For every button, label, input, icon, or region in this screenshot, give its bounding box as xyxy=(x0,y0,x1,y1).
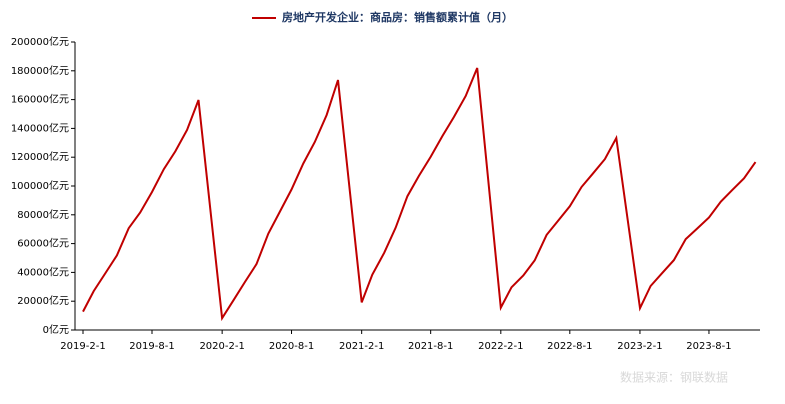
source-note: 数据来源：钢联数据 xyxy=(620,370,728,385)
y-tick-label: 140000亿元 xyxy=(11,121,69,134)
y-tick-label: 20000亿元 xyxy=(17,294,69,307)
x-tick-label: 2019-2-1 xyxy=(60,341,105,352)
y-tick-label: 0亿元 xyxy=(43,323,69,336)
x-tick-label: 2021-8-1 xyxy=(408,341,453,352)
y-tick-label: 100000亿元 xyxy=(11,179,69,192)
y-tick-label: 80000亿元 xyxy=(17,208,69,221)
y-tick-label: 120000亿元 xyxy=(11,150,69,163)
x-tick-label: 2022-8-1 xyxy=(547,341,592,352)
y-tick-label: 40000亿元 xyxy=(17,265,69,278)
x-tick-label: 2019-8-1 xyxy=(129,341,174,352)
x-tick-label: 2020-8-1 xyxy=(269,341,314,352)
x-tick-label: 2020-2-1 xyxy=(199,341,244,352)
legend-label: 房地产开发企业：商品房：销售额累计值（月） xyxy=(282,10,513,24)
y-tick-label: 200000亿元 xyxy=(11,35,69,48)
y-tick-label: 160000亿元 xyxy=(11,93,69,106)
x-tick-label: 2023-8-1 xyxy=(686,341,731,352)
y-tick-label: 60000亿元 xyxy=(17,237,69,250)
x-tick-label: 2022-2-1 xyxy=(478,341,523,352)
y-tick-label: 180000亿元 xyxy=(11,64,69,77)
x-tick-label: 2021-2-1 xyxy=(339,341,384,352)
data-line xyxy=(82,67,757,322)
x-tick-label: 2023-2-1 xyxy=(617,341,662,352)
